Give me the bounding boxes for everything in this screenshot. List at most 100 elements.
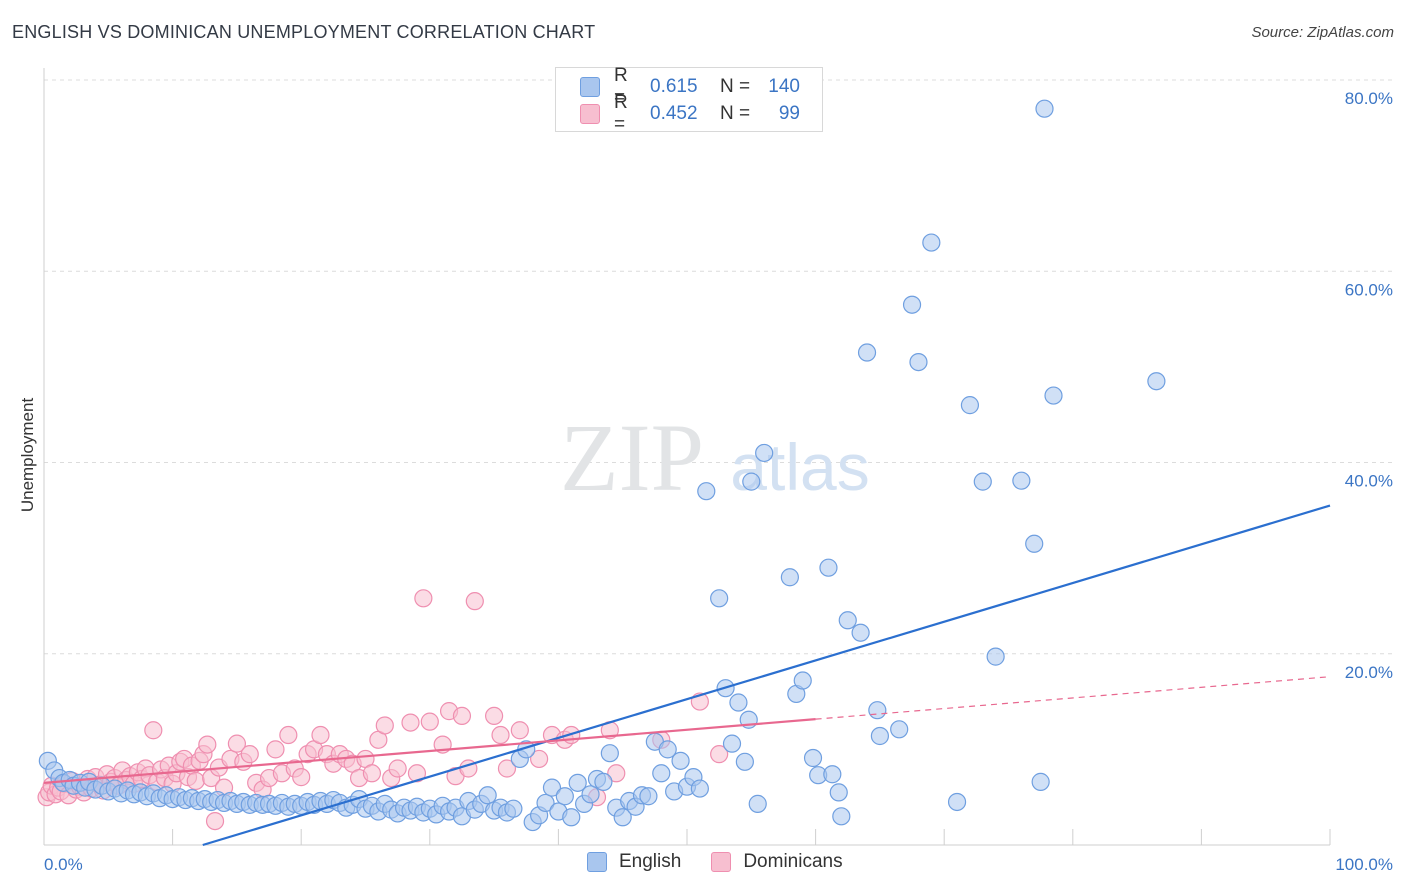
english-point	[639, 787, 658, 806]
dominicans-point	[420, 712, 439, 731]
english-point	[922, 233, 941, 252]
english-point	[710, 589, 729, 608]
trend-lines	[43, 504, 1331, 847]
dominicans-point	[186, 771, 205, 791]
dominicans-point	[311, 725, 330, 745]
legend-row-english: R = 0.615 N = 140	[580, 65, 800, 108]
dominicans-point	[362, 764, 382, 783]
bottom-legend: English Dominicans	[587, 851, 873, 873]
legend-n-value: 99	[778, 103, 800, 124]
axes	[43, 68, 1331, 846]
dominicans-point	[375, 716, 394, 735]
english-trend-line	[202, 504, 1331, 847]
english-point	[829, 783, 848, 802]
english-point	[658, 740, 677, 759]
dominicans-point	[465, 592, 484, 611]
dominicans-trend-line	[43, 718, 816, 784]
y-tick-label: 60.0%	[1345, 280, 1393, 299]
legend-swatch-english	[580, 77, 600, 97]
dominicans-point	[407, 764, 427, 783]
legend-r-value: 0.452	[650, 103, 698, 124]
dominicans-point	[485, 706, 504, 726]
english-point	[1012, 471, 1031, 490]
y-tick-label: 40.0%	[1345, 472, 1393, 491]
dominicans-point	[266, 740, 285, 759]
legend: R = 0.615 N = 140 R = 0.452 N = 99	[555, 65, 823, 135]
english-point	[868, 701, 887, 720]
y-tick-label: 20.0%	[1345, 663, 1393, 682]
watermark-atlas: atlas	[730, 430, 869, 504]
dominicans-point	[607, 764, 626, 783]
watermark-zip: ZIP	[560, 404, 704, 511]
dominicans-point	[227, 734, 246, 753]
legend-r-label: R =	[614, 65, 628, 108]
legend-n-value: 140	[768, 76, 800, 97]
english-point	[542, 778, 562, 797]
english-point	[819, 558, 838, 577]
english-point	[803, 748, 823, 768]
english-point	[780, 568, 799, 587]
english-point	[613, 808, 632, 827]
english-point	[568, 773, 587, 792]
bottom-legend-english[interactable]: English	[587, 851, 681, 873]
x-tick-label: 0.0%	[44, 855, 83, 874]
english-point	[562, 808, 581, 827]
dominicans-point	[144, 721, 163, 740]
tick-labels: 20.0% 40.0% 60.0% 80.0% 0.0% 100.0%	[44, 89, 1393, 874]
english-point	[902, 295, 922, 314]
english-point	[1031, 772, 1050, 791]
english-point	[504, 799, 523, 818]
english-point	[1035, 99, 1054, 118]
dominicans-point	[292, 768, 311, 787]
dominicans-point	[240, 745, 259, 764]
dominicans-point	[279, 725, 298, 745]
english-point	[947, 792, 967, 812]
english-point	[851, 623, 870, 642]
english-point	[594, 772, 613, 791]
english-point	[671, 751, 690, 770]
dominicans-point	[530, 749, 549, 769]
english-point	[478, 786, 497, 805]
dominicans-point	[491, 725, 510, 745]
english-point	[793, 671, 812, 690]
english-points	[38, 99, 1166, 832]
dominicans-point	[198, 735, 217, 754]
english-point	[823, 765, 842, 784]
legend-r-value: 0.615	[650, 76, 698, 97]
dominicans-point	[388, 759, 407, 778]
dominicans-point	[510, 721, 529, 740]
dominicans-point	[497, 759, 517, 778]
english-point	[838, 611, 857, 630]
english-point	[1025, 534, 1044, 553]
english-point	[742, 472, 761, 491]
english-point	[735, 752, 754, 771]
dominicans-point	[205, 811, 225, 831]
english-point	[581, 785, 600, 804]
english-point	[652, 764, 671, 783]
bottom-legend-label-english: English	[619, 851, 682, 872]
english-point	[1044, 386, 1063, 405]
y-tick-label: 80.0%	[1345, 89, 1393, 108]
legend-n-label: N =	[720, 76, 751, 97]
bottom-legend-swatch-english	[587, 852, 607, 872]
english-point	[729, 693, 748, 712]
english-point	[960, 396, 980, 415]
legend-swatch-dominicans	[580, 104, 600, 124]
dominicans-trend-line-dashed	[815, 676, 1331, 720]
english-point	[909, 352, 928, 372]
legend-n-label: N =	[720, 103, 751, 124]
bottom-legend-dominicans[interactable]: Dominicans	[711, 851, 843, 873]
english-point	[748, 794, 767, 813]
english-point	[832, 807, 851, 826]
english-point	[555, 787, 574, 806]
legend-row-dominicans: R = 0.452 N = 99	[580, 92, 800, 135]
bottom-legend-label-dominicans: Dominicans	[743, 851, 843, 872]
dominicans-point	[710, 745, 729, 764]
english-point	[536, 793, 555, 813]
english-point	[690, 779, 709, 798]
english-point	[600, 744, 619, 763]
chart-title: ENGLISH VS DOMINICAN UNEMPLOYMENT CORREL…	[12, 22, 596, 42]
english-point	[870, 726, 890, 746]
dominicans-point	[452, 706, 472, 726]
